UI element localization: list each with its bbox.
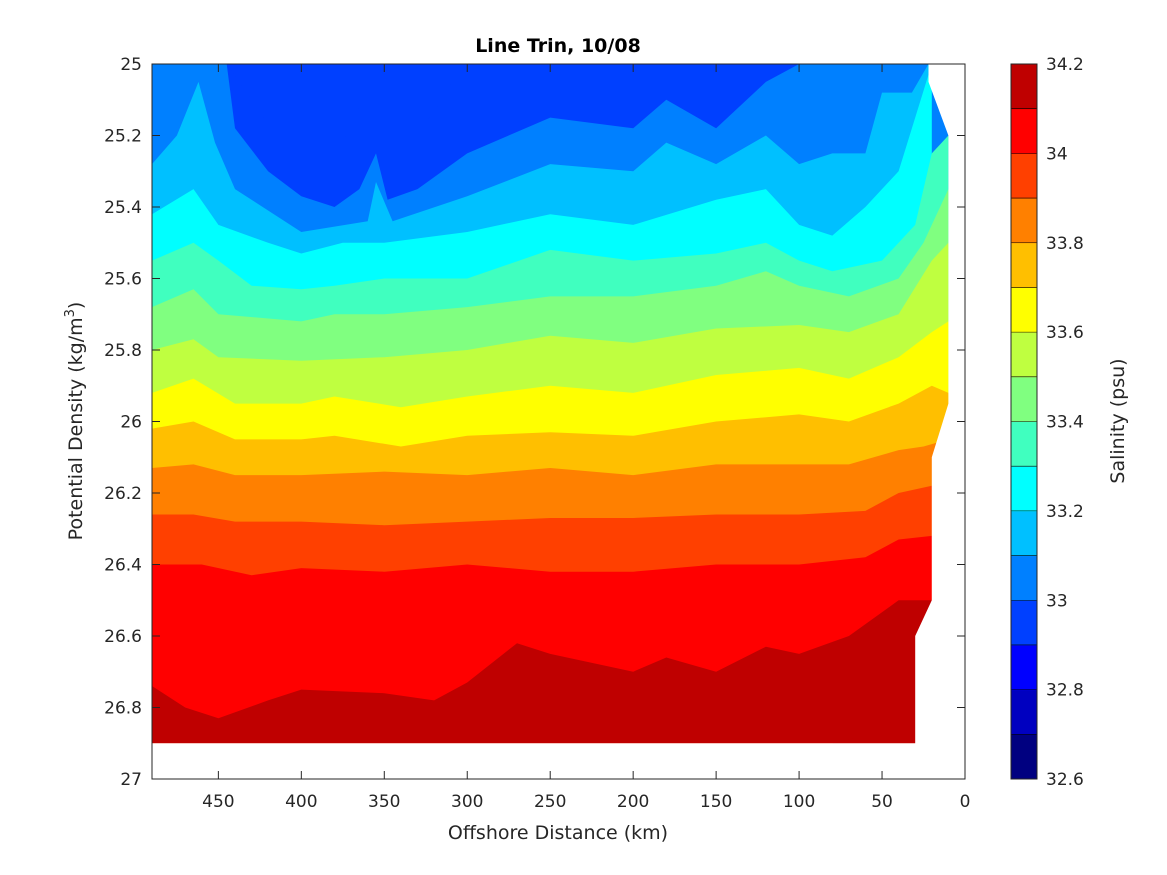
colorbar-frame [1010,63,1038,780]
y-axis-label-close: ) [65,302,87,309]
y-tick-label: 25.8 [104,341,142,361]
x-tick-label: 400 [285,792,317,812]
x-tick-label: 100 [783,792,815,812]
colorbar-segment [1011,198,1037,244]
x-tick-label: 150 [700,792,732,812]
colorbar-segment [1011,108,1037,154]
y-axis-label-main: Potential Density (kg/m [65,317,87,540]
y-tick-label: 26.4 [104,556,142,576]
colorbar-segment [1011,734,1037,780]
y-tick-label: 25.6 [104,270,142,290]
contour-fills [152,64,965,779]
colorbar-segment [1011,287,1037,333]
colorbar-tick-label: 33.4 [1046,413,1084,433]
no-data-mask-bottom [152,743,965,779]
y-tick-label: 26.6 [104,627,142,647]
colorbar-tick-label: 34 [1046,144,1068,164]
no-data-mask-right [915,64,965,779]
colorbar-tick-label: 32.8 [1046,681,1084,701]
colorbar-tick-label: 33.6 [1046,323,1084,343]
colorbar-tick-label: 34.2 [1046,55,1084,75]
x-axis-label: Offshore Distance (km) [448,822,668,844]
y-tick-label: 25.4 [104,198,142,218]
colorbar-segment [1011,644,1037,691]
x-tick-label: 0 [960,792,971,812]
x-axis: 450 400 350 300 250 200 150 100 50 0 [202,64,970,812]
colorbar-segment [1011,466,1037,512]
x-tick-label: 450 [202,792,234,812]
y-tick-label: 26 [120,413,142,433]
y-tick-label: 25.2 [104,127,142,147]
colorbar-segment [1011,153,1037,199]
x-tick-label: 50 [871,792,893,812]
y-axis-label-sup: 3 [63,309,78,317]
colorbar-segment [1011,600,1037,646]
x-tick-label: 300 [451,792,483,812]
x-tick-label: 200 [617,792,649,812]
y-axis-label: Potential Density (kg/m3) [63,302,87,541]
colorbar-segment [1011,510,1037,557]
colorbar-segment [1011,376,1037,422]
salinity-band-34-2 [832,711,916,744]
colorbar: 32.6 32.8 33 33.2 33.4 33.6 33.8 34 34.2 [1010,55,1084,790]
colorbar-segment [1011,421,1037,467]
colorbar-tick-label: 33.8 [1046,234,1084,254]
colorbar-tick-label: 32.6 [1046,770,1084,790]
colorbar-segment [1011,64,1037,110]
chart-title: Line Trin, 10/08 [475,35,641,57]
colorbar-tick-label: 33.2 [1046,502,1084,522]
colorbar-segment [1011,689,1037,735]
colorbar-segment [1011,555,1037,601]
colorbar-tick-label: 33 [1046,591,1068,611]
y-tick-label: 26.8 [104,699,142,719]
x-tick-label: 250 [534,792,566,812]
colorbar-segment [1011,242,1037,288]
colorbar-segment [1011,332,1037,378]
y-tick-label: 27 [120,770,142,790]
y-axis: 25 25.2 25.4 25.6 25.8 26 26.2 26.4 26.6 26.8 27 [104,55,965,790]
y-tick-label: 25 [120,55,142,75]
x-tick-label: 350 [368,792,400,812]
y-tick-label: 26.2 [104,484,142,504]
salinity-band-34-1 [152,600,932,744]
colorbar-label: Salinity (psu) [1107,358,1129,483]
